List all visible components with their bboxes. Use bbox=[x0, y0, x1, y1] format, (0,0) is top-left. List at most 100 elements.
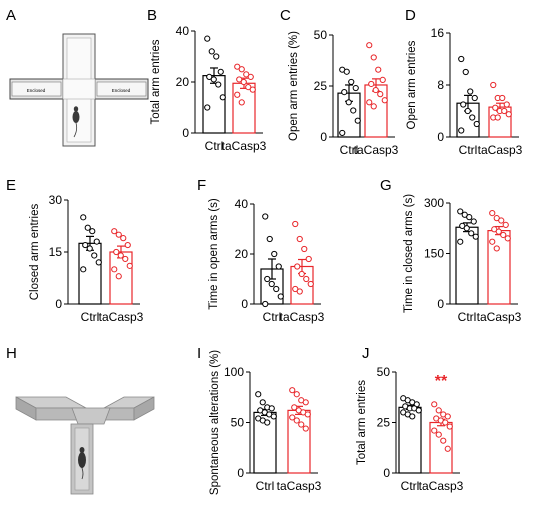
panel-e-data-point bbox=[120, 235, 127, 242]
panel-g-data-point bbox=[489, 238, 496, 245]
panel-c-x-tick-label: Ctrl bbox=[340, 143, 359, 157]
panel-e-data-point bbox=[113, 248, 120, 256]
panel-f-data-point bbox=[292, 285, 299, 293]
panel-f-data-point bbox=[296, 235, 303, 243]
panel-d-data-point bbox=[494, 114, 501, 121]
panel-j-data-point bbox=[442, 419, 449, 426]
panel-c-data-point bbox=[343, 68, 350, 75]
panel-f-data-point bbox=[307, 280, 314, 288]
panel-b-data-point bbox=[204, 35, 211, 42]
panel-d-data-point bbox=[458, 127, 465, 134]
panel-letter-i: I bbox=[197, 345, 201, 362]
panel-f-data-point bbox=[298, 270, 305, 278]
panel-c-y-label: Open arm entries (%) bbox=[288, 31, 300, 141]
panel-j-y-tick-label: 0 bbox=[383, 466, 390, 480]
panel-b-bar-ctrl bbox=[202, 75, 226, 134]
panel-e-data-point bbox=[86, 245, 93, 252]
panel-e-data-point bbox=[91, 252, 98, 259]
panel-j-data-point bbox=[431, 401, 438, 408]
panel-i-y-tick-label: 50 bbox=[231, 416, 245, 430]
panel-j-data-point bbox=[415, 407, 422, 414]
panel-e-data-point bbox=[126, 262, 133, 269]
panel-j-data-point bbox=[431, 427, 438, 434]
panel-e-data-point bbox=[122, 255, 129, 263]
panel-e-data-point bbox=[93, 238, 100, 245]
panel-i-data-point bbox=[270, 413, 277, 420]
panel-b-data-point bbox=[238, 99, 245, 106]
panel-f-data-point bbox=[262, 300, 269, 308]
panel-letter-h: H bbox=[6, 345, 17, 362]
panel-letter-j: J bbox=[362, 345, 370, 362]
panel-b-x-tick-label: taCasp3 bbox=[222, 139, 267, 153]
panel-c-data-point bbox=[368, 80, 375, 88]
panel-i-data-point bbox=[293, 417, 300, 424]
panel-i-data-point bbox=[293, 391, 300, 398]
panel-e-data-point bbox=[80, 266, 87, 273]
panel-c-data-point bbox=[372, 86, 379, 94]
panel-f-y-tick-label: 40 bbox=[235, 197, 249, 211]
panel-b-x-tick-label: Ctrl bbox=[205, 139, 224, 153]
panel-e-data-point bbox=[115, 273, 122, 280]
panel-b-y-tick-label: 40 bbox=[176, 24, 190, 38]
panel-g-data-point bbox=[457, 208, 464, 215]
panel-i-data-point bbox=[289, 387, 296, 394]
panel-i-data-point bbox=[259, 399, 266, 406]
panel-f-y-tick-label: 0 bbox=[241, 297, 248, 311]
panel-b-data-point bbox=[243, 71, 250, 78]
panel-e-x-tick-label: taCasp3 bbox=[99, 310, 144, 324]
panel-c-data-point bbox=[345, 99, 352, 106]
panel-f-data-point bbox=[264, 275, 271, 283]
panel-j-data-point bbox=[444, 413, 451, 420]
panel-f-data-point bbox=[271, 250, 278, 258]
panel-g-data-point bbox=[504, 235, 511, 242]
panel-e-data-point bbox=[117, 252, 124, 259]
panel-d-data-point bbox=[467, 88, 474, 95]
panel-j-data-point bbox=[446, 423, 453, 430]
panel-c-y-tick-label: 0 bbox=[320, 130, 327, 144]
panel-e-data-point bbox=[111, 266, 118, 273]
panel-d-data-point bbox=[460, 101, 467, 108]
panel-f-y-tick-label: 20 bbox=[235, 247, 249, 261]
panel-g-data-point bbox=[466, 214, 473, 221]
panel-f-data-point bbox=[296, 288, 303, 295]
panel-f-data-point bbox=[303, 275, 310, 283]
panel-e-data-point bbox=[84, 224, 91, 231]
panel-d-data-point bbox=[503, 101, 510, 108]
panel-g-data-point bbox=[468, 230, 475, 237]
panel-j-y-label: Total arm entries bbox=[356, 380, 368, 465]
panel-b-data-point bbox=[245, 84, 252, 91]
panel-e-data-point bbox=[111, 228, 118, 235]
panel-j-data-point bbox=[435, 407, 442, 414]
panel-c-data-point bbox=[381, 97, 388, 104]
panel-g-y-tick-label: 300 bbox=[424, 196, 444, 210]
panel-d-data-point bbox=[471, 94, 478, 102]
panel-c-data-point bbox=[354, 117, 361, 124]
panel-d-y-tick-label: 0 bbox=[437, 130, 444, 144]
panel-g-data-point bbox=[489, 210, 496, 217]
y-maze-center bbox=[71, 407, 111, 425]
panel-j-data-point bbox=[435, 431, 442, 438]
panel-d-x-tick-label: taCasp3 bbox=[478, 143, 523, 157]
panel-b-data-point bbox=[236, 76, 243, 83]
maze-arm-label-right: Enclosed bbox=[112, 88, 131, 93]
panel-e-y-tick-label: 30 bbox=[49, 193, 63, 207]
panel-i-data-point bbox=[268, 405, 275, 412]
panel-g-y-label: Time in closed arms (s) bbox=[403, 194, 415, 313]
panel-d-data-point bbox=[464, 107, 471, 115]
panel-e-data-point bbox=[80, 214, 87, 221]
panel-d-data-point bbox=[499, 94, 506, 102]
panel-g-data-point bbox=[472, 233, 479, 240]
panel-letter-d: D bbox=[405, 7, 416, 24]
maze-center bbox=[62, 78, 96, 100]
panel-g-data-point bbox=[498, 217, 505, 224]
panel-c-data-point bbox=[377, 91, 384, 98]
panel-j-y-tick-label: 25 bbox=[377, 416, 391, 430]
y-maze-illustration bbox=[15, 396, 155, 495]
panel-f-data-point bbox=[294, 263, 301, 270]
panel-j-x-tick-label: taCasp3 bbox=[419, 479, 464, 493]
panel-letter-f: F bbox=[197, 177, 206, 194]
panel-f-data-point bbox=[266, 235, 273, 243]
panel-c-data-point bbox=[379, 76, 386, 83]
panel-i-x-tick-label: taCasp3 bbox=[277, 479, 322, 493]
